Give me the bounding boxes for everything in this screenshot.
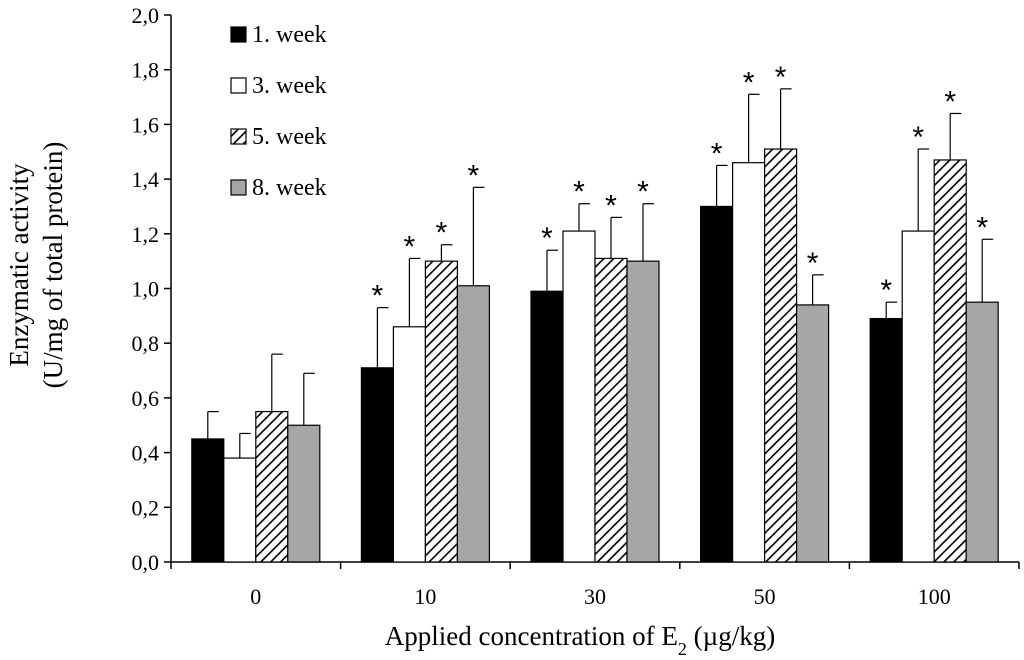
- significance-star: *: [775, 61, 787, 94]
- y-tick-label: 0,0: [132, 550, 160, 575]
- bar-8-week-30: [626, 260, 660, 563]
- significance-star: *: [605, 189, 617, 222]
- bar-8-week-100: [965, 301, 999, 563]
- legend-label: 1. week: [252, 22, 327, 48]
- significance-star: *: [404, 230, 416, 263]
- y-axis-ticks: 0,0 0,2 0,4 0,6 0,8 1,0 1,2 1,4 1,6 1,8 2,0: [132, 3, 171, 575]
- x-tick-label: 100: [918, 584, 951, 609]
- significance-markers: * * * * * * * * * * * * * * * *: [372, 61, 989, 313]
- bar-3-week-10: [392, 326, 426, 563]
- significance-star: *: [573, 176, 585, 209]
- significance-star: *: [436, 217, 448, 250]
- y-tick-label: 1,0: [132, 277, 160, 302]
- significance-star: *: [637, 176, 649, 209]
- y-axis-title-line2: (U/mg of total protein): [38, 142, 68, 389]
- x-axis-ticks: 0 10 30 50 100: [170, 562, 1020, 609]
- y-tick-label: 0,4: [132, 441, 160, 466]
- bar-8-week-0: [287, 424, 321, 563]
- y-axis-title-line1: Enzymatic activity: [4, 163, 34, 367]
- x-axis-title: Applied concentration of E2 (µg/kg): [385, 621, 775, 659]
- y-axis-title: Enzymatic activity (U/mg of total protei…: [4, 142, 68, 389]
- bar-series-group: [191, 148, 999, 563]
- bar-1-week-30: [530, 290, 564, 563]
- y-tick-label: 1,2: [132, 222, 160, 247]
- legend-swatch: [230, 128, 247, 145]
- bar-5-week-30: [594, 257, 628, 563]
- significance-star: *: [468, 159, 480, 192]
- significance-star: *: [807, 247, 819, 280]
- bar-3-week-100: [901, 230, 935, 563]
- y-tick-label: 0,8: [132, 331, 160, 356]
- bar-1-week-0: [191, 438, 225, 563]
- y-tick-label: 1,6: [132, 112, 160, 137]
- legend-swatch: [230, 26, 247, 43]
- x-tick-label: 10: [414, 584, 436, 609]
- legend-swatch: [230, 179, 247, 196]
- significance-star: *: [976, 211, 988, 244]
- y-tick-label: 1,4: [132, 167, 160, 192]
- bar-5-week-100: [933, 159, 967, 563]
- significance-star: *: [711, 137, 723, 170]
- bar-5-week-10: [424, 260, 458, 563]
- y-tick-label: 1,8: [132, 58, 160, 83]
- x-tick-label: 0: [250, 584, 261, 609]
- y-tick-label: 0,2: [132, 495, 160, 520]
- significance-star: *: [541, 222, 553, 255]
- error-bar-group: [207, 88, 994, 459]
- significance-star: *: [372, 280, 384, 313]
- bar-1-week-100: [869, 317, 903, 563]
- x-tick-label: 50: [754, 584, 776, 609]
- legend-label: 5. week: [252, 124, 327, 150]
- legend: 1. week 3. week 5. week 8. week: [230, 22, 327, 201]
- bar-8-week-50: [795, 304, 830, 563]
- x-tick-label: 30: [584, 584, 606, 609]
- y-tick-label: 2,0: [132, 3, 160, 28]
- bar-5-week-0: [255, 410, 289, 563]
- bar-8-week-10: [456, 285, 490, 563]
- legend-label: 8. week: [252, 175, 327, 201]
- bar-3-week-50: [731, 162, 766, 563]
- bar-5-week-50: [763, 148, 798, 563]
- x-axis-title-main: Applied concentration of E: [385, 621, 678, 651]
- bar-1-week-10: [360, 367, 394, 563]
- significance-star: *: [944, 85, 956, 118]
- x-axis-title-subscript: 2: [678, 639, 687, 659]
- y-tick-label: 0,6: [132, 386, 160, 411]
- legend-swatch: [230, 77, 247, 94]
- legend-label: 3. week: [252, 73, 327, 99]
- bar-3-week-30: [562, 230, 596, 563]
- significance-star: *: [880, 274, 892, 307]
- significance-star: *: [912, 121, 924, 154]
- significance-star: *: [743, 66, 755, 99]
- x-axis-title-unit: (µg/kg): [687, 621, 775, 651]
- bar-1-week-50: [699, 205, 734, 563]
- bar-3-week-0: [223, 457, 257, 563]
